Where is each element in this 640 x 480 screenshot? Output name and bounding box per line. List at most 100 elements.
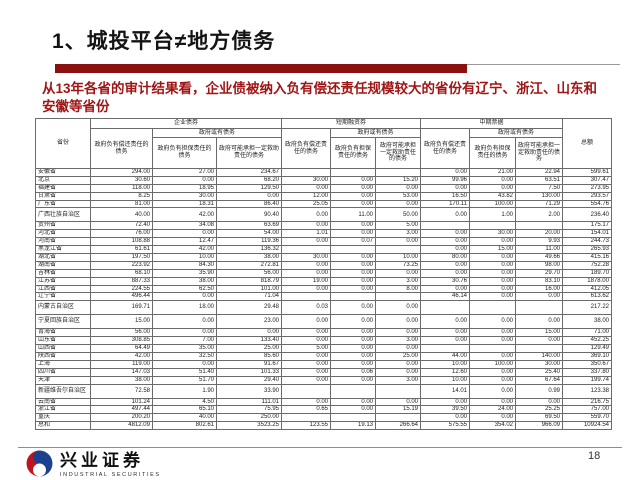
debt-value: 91.67 — [216, 359, 282, 369]
debt-value: 34.08 — [152, 221, 217, 231]
logo-english-name: INDUSTRIAL SECURITIES — [60, 471, 161, 478]
debt-value: 4.50 — [152, 397, 217, 407]
debt-value: 244.73 — [562, 237, 612, 247]
debt-value: 0.00 — [330, 199, 376, 209]
debt-value: 90.40 — [216, 207, 282, 223]
debt-value: 412.05 — [562, 284, 612, 294]
table-row: 广西壮族自治区 40.00 42.00 90.40 0.00 11.00 50.00 0.00… — [35, 207, 612, 223]
debt-value: 802.61 — [152, 421, 217, 431]
debt-value: 81.00 — [90, 199, 153, 209]
debt-value: 15.00 — [469, 245, 516, 255]
debt-value: 169.71 — [90, 300, 153, 316]
debt-value: 69.50 — [515, 413, 563, 423]
debt-value: 0.00 — [515, 336, 563, 346]
group-header-short-term-notes: 短期融资券 — [281, 118, 421, 129]
province-name: 江西省 — [35, 284, 91, 294]
debt-value — [469, 300, 516, 316]
debt-value: 101.00 — [216, 284, 282, 294]
province-name: 福建省 — [35, 183, 91, 193]
debt-value: 72.58 — [90, 383, 153, 399]
debt-value: 119.36 — [216, 237, 282, 247]
debt-value: 84.30 — [152, 260, 217, 270]
debt-value: 75.95 — [216, 405, 282, 415]
debt-value: 30.00 — [152, 191, 217, 201]
debt-value: 42.00 — [152, 245, 217, 255]
table-row: 北京 30.60 0.00 68.20 30.00 0.00 15.20 99.96 0.00 6… — [35, 175, 612, 185]
debt-value: 0.00 — [420, 168, 470, 177]
debt-value: 123.38 — [562, 383, 612, 399]
col-header-repay-debt: 政府负有偿还责任的债务 — [281, 128, 331, 169]
debt-value: 554.76 — [562, 199, 612, 209]
debt-value: 0.00 — [375, 300, 421, 316]
debt-value: 10924.54 — [562, 421, 612, 431]
debt-value: 0.00 — [469, 314, 516, 330]
debt-value: 25.05 — [281, 199, 331, 209]
table-row: 河北省 76.00 0.00 54.00 1.01 0.00 3.00 0.00 30.00 20… — [35, 229, 612, 239]
province-name: 总和 — [35, 421, 91, 431]
col-header-contingent-debt: 政府或有债务 — [330, 128, 421, 138]
debt-value: 265.93 — [562, 245, 612, 255]
debt-value: 15.00 — [90, 314, 153, 330]
debt-value: 43.82 — [469, 191, 516, 201]
debt-value: 101.24 — [90, 397, 153, 407]
debt-value: 613.62 — [562, 292, 612, 302]
debt-value: 10.00 — [375, 253, 421, 262]
debt-value: 0.00 — [469, 284, 516, 294]
debt-value — [330, 383, 376, 399]
table-row: 贵州省 72.40 34.08 63.69 0.00 0.00 5.00 175.17 — [35, 221, 612, 231]
debt-value: 72.40 — [90, 221, 153, 231]
debt-value — [420, 344, 470, 354]
debt-value — [375, 413, 421, 423]
debt-value — [281, 245, 331, 255]
debt-value: 0.00 — [375, 328, 421, 338]
province-name: 河南省 — [35, 237, 91, 247]
debt-value: 415.16 — [562, 253, 612, 262]
debt-value: 307.47 — [562, 175, 612, 185]
debt-value: 452.25 — [562, 336, 612, 346]
debt-value: 3.00 — [375, 276, 421, 286]
debt-value: 308.85 — [90, 336, 153, 346]
debt-value: 0.00 — [375, 367, 421, 377]
province-name: 江苏省 — [35, 276, 91, 286]
table-row: 黑龙江省 61.61 42.00 136.32 0.00 15.00 11.00 265.93 — [35, 245, 612, 255]
debt-value: 0.00 — [420, 183, 470, 193]
debt-value: 0.00 — [375, 237, 421, 247]
debt-value: 140.00 — [515, 352, 563, 361]
table-row: 吉林省 68.10 35.90 56.00 0.00 0.00 0.00 0.00 0.00 29… — [35, 268, 612, 278]
debt-value — [375, 383, 421, 399]
debt-value: 0.00 — [281, 183, 331, 193]
debt-value: 56.00 — [90, 328, 153, 338]
table-row: 安徽省 294.00 27.00 234.67 0.00 21.00 22.94 599.61 — [35, 168, 612, 177]
provincial-debt-table: 省份 企业债券 短期融资券 中期票据 总额 政府负有偿还责任的债务 政府或有债务… — [35, 118, 612, 431]
debt-value: 19.00 — [281, 276, 331, 286]
debt-value: 5.00 — [375, 221, 421, 231]
debt-value: 64.49 — [90, 344, 153, 354]
debt-value: 39.50 — [420, 405, 470, 415]
debt-value: 0.03 — [281, 300, 331, 316]
debt-value: 130.00 — [515, 191, 563, 201]
debt-value: 0.00 — [469, 352, 516, 361]
debt-value: 175.17 — [562, 221, 612, 231]
debt-value: 5.00 — [281, 344, 331, 354]
debt-value: 16.00 — [515, 284, 563, 294]
debt-value: 0.00 — [469, 375, 516, 385]
debt-value: 559.70 — [562, 413, 612, 423]
debt-value: 818.79 — [216, 276, 282, 286]
debt-value: 575.55 — [420, 421, 470, 431]
debt-value: 11.00 — [515, 245, 563, 255]
debt-value: 0.65 — [281, 405, 331, 415]
debt-value: 0.00 — [330, 344, 376, 354]
debt-value: 12.60 — [420, 367, 470, 377]
debt-value: 23.00 — [216, 314, 282, 330]
debt-value: 22.94 — [515, 168, 563, 177]
debt-value: 189.70 — [562, 268, 612, 278]
debt-value: 0.00 — [420, 328, 470, 338]
footer-divider — [18, 447, 622, 448]
debt-value: 18.95 — [152, 183, 217, 193]
debt-value: 224.55 — [90, 284, 153, 294]
debt-value — [375, 245, 421, 255]
table-row: 辽宁省 496.44 0.00 71.04 46.14 0.00 0.00 613.62 — [35, 292, 612, 302]
debt-value: 0.00 — [469, 175, 516, 185]
debt-value: 147.03 — [90, 367, 153, 377]
debt-value: 369.10 — [562, 352, 612, 361]
